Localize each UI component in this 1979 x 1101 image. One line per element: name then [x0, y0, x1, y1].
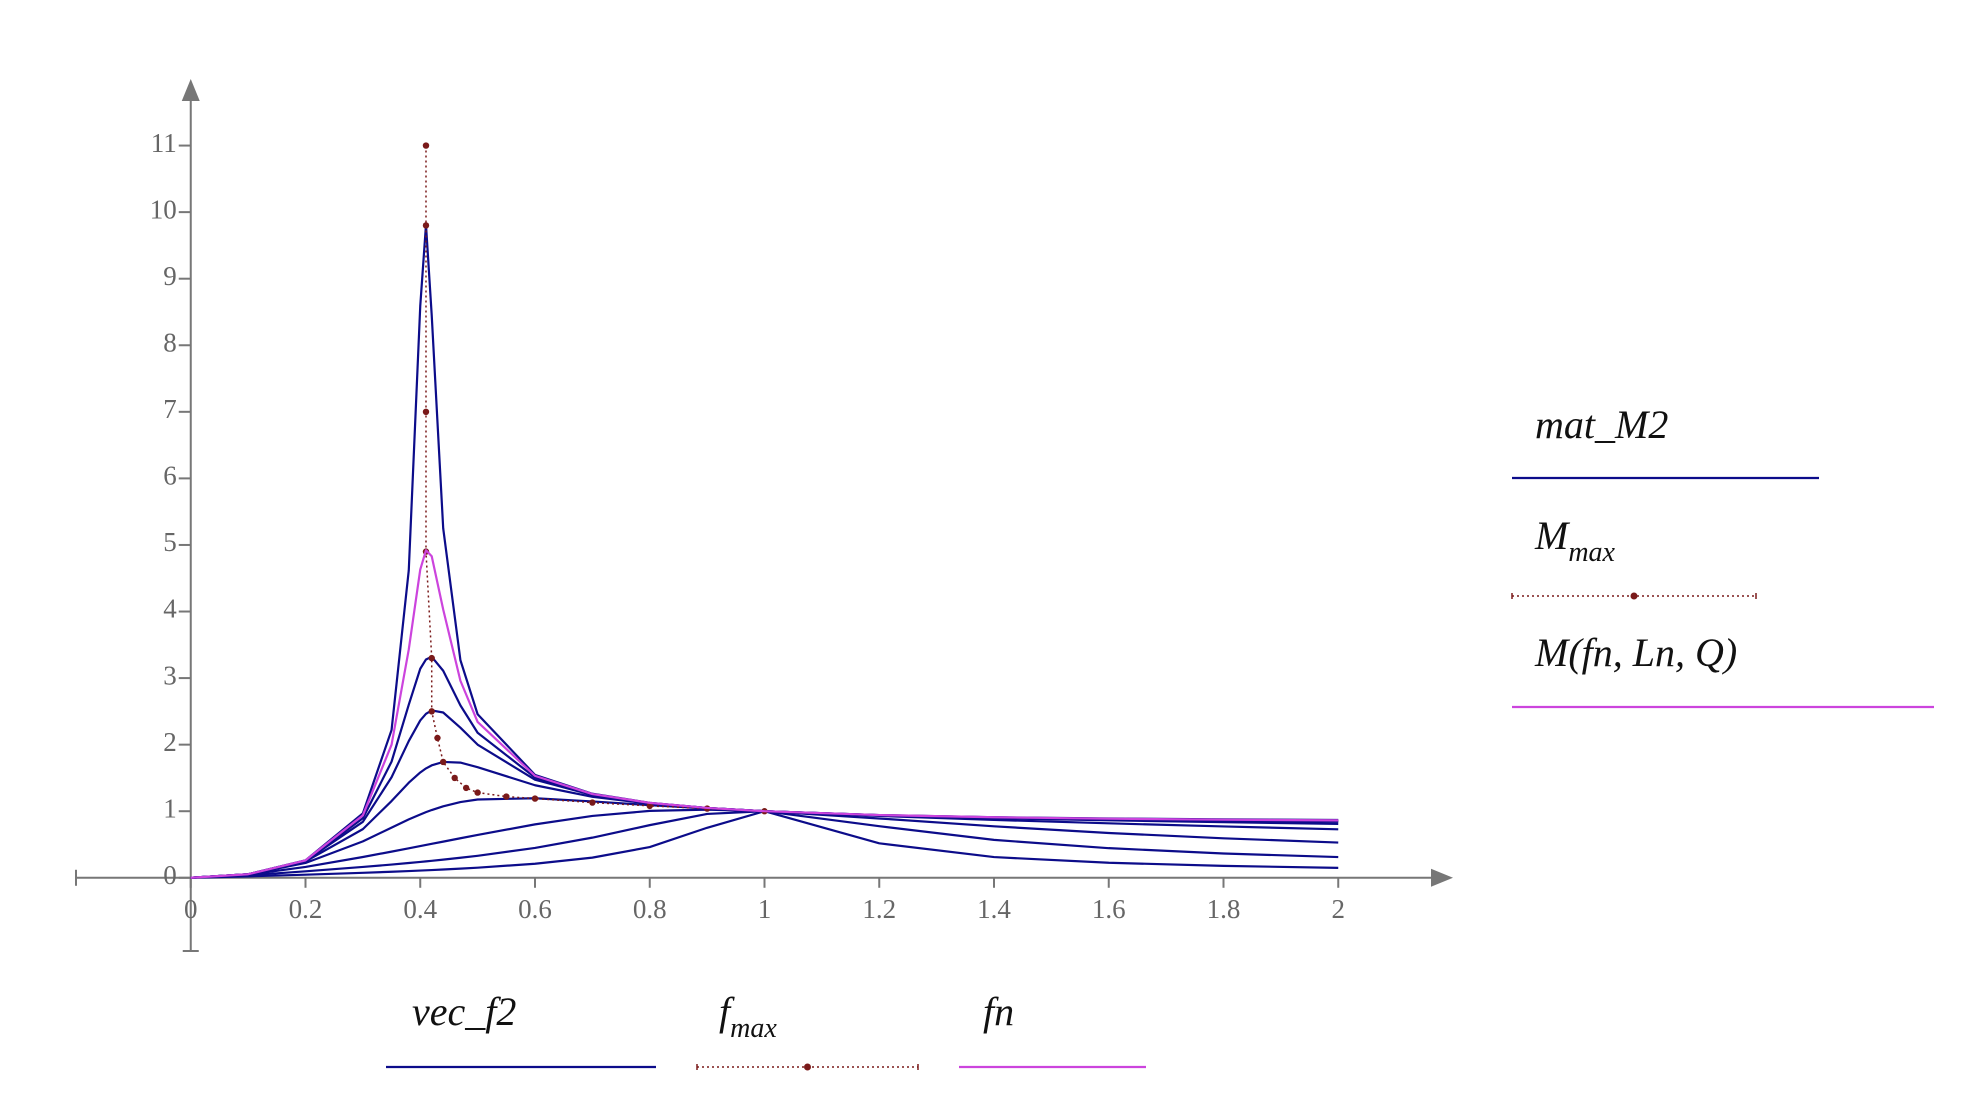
expression-marker	[804, 1063, 811, 1071]
curve	[190, 797, 1339, 879]
x-tick-label: 0.4	[403, 894, 437, 924]
max-point	[428, 708, 435, 715]
curve	[190, 810, 1339, 879]
y-tick-label: 8	[163, 327, 177, 357]
y-tick-label: 2	[163, 727, 177, 757]
curve	[190, 808, 1339, 879]
curve	[190, 655, 1339, 879]
x-tick-label: 1.8	[1207, 894, 1241, 924]
max-point	[589, 799, 596, 806]
y-tick-label: 3	[163, 660, 177, 690]
expression-subscript: max	[730, 1013, 777, 1044]
max-point	[451, 774, 458, 782]
max-point	[422, 408, 430, 416]
max-point	[434, 734, 441, 742]
expression-marker	[1630, 592, 1638, 600]
x-tick-label: 0	[184, 894, 198, 924]
curve	[190, 810, 1339, 879]
max-point	[646, 802, 653, 810]
x-tick-label: 0.2	[289, 894, 323, 924]
y-tick-label: 9	[163, 261, 177, 291]
x-tick-label: 0.6	[518, 894, 552, 924]
expression-subscript: max	[1568, 537, 1615, 568]
y-tick-label: 6	[163, 461, 177, 491]
expression-label: fn	[983, 989, 1014, 1034]
y-tick-label: 4	[163, 594, 177, 624]
max-point	[422, 222, 430, 229]
y-tick-label: 10	[150, 194, 177, 224]
x-tick-label: 1.4	[977, 894, 1011, 924]
expression-text: M	[1534, 513, 1571, 558]
y-tick-label: 0	[163, 860, 177, 890]
max-point	[503, 793, 510, 800]
curve	[190, 223, 1339, 879]
x-axis-arrow	[1431, 868, 1453, 887]
expression-label: fmax	[719, 989, 777, 1044]
y-axis-arrow	[181, 79, 200, 101]
max-point	[462, 784, 470, 792]
expression-label: M(fn, Ln, Q)	[1534, 630, 1737, 675]
expression-text: M(fn, Ln, Q)	[1534, 630, 1737, 675]
x-tick-label: 0.8	[633, 894, 667, 924]
expression-label: Mmax	[1534, 513, 1616, 568]
x-tick-label: 1.2	[862, 894, 896, 924]
y-tick-label: 1	[163, 793, 177, 823]
y-tick-label: 11	[151, 128, 177, 158]
expression-label: mat_M2	[1535, 402, 1668, 447]
axes: 0 1 2 3 4 5 6 7 8 9 10 11 0 0.2 0.4 0.6 0.8 1 1.2 1.4 1.6 1.8…	[75, 79, 1453, 952]
max-point	[440, 758, 447, 766]
x-tick-label: 2	[1332, 894, 1346, 924]
curve	[190, 549, 1339, 879]
max-point	[531, 795, 539, 802]
expression-text: mat_M2	[1535, 402, 1668, 447]
expression-text: vec_f2	[412, 989, 516, 1034]
x-tick-label: 1	[758, 894, 772, 924]
curve	[190, 709, 1339, 879]
max-point	[428, 654, 435, 662]
y-tick-label: 5	[163, 527, 177, 557]
max-point	[474, 789, 481, 796]
expression-label: vec_f2	[412, 989, 516, 1034]
plot-marks	[190, 142, 1339, 879]
max-point	[422, 142, 430, 149]
expression-text: fn	[983, 989, 1014, 1034]
x-tick-label: 1.6	[1092, 894, 1126, 924]
y-tick-label: 7	[163, 394, 177, 424]
